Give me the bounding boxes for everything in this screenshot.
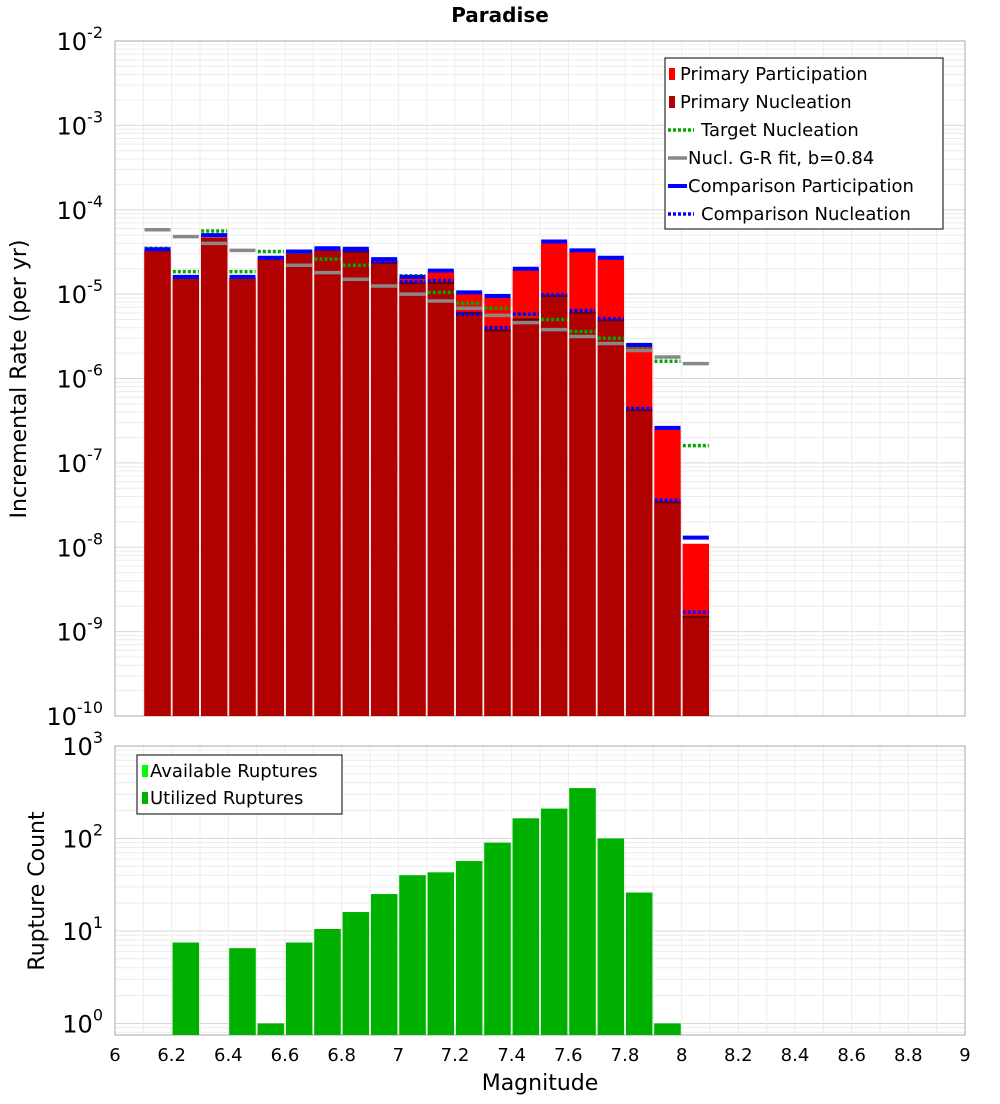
x-tick-label: 8.4: [781, 1045, 810, 1066]
utilized-ruptures-bar: [597, 838, 625, 1035]
x-tick-label: 6.8: [327, 1045, 356, 1066]
x-tick-label: 7.4: [497, 1045, 526, 1066]
legend-swatch-primary-nucleation: [669, 96, 675, 108]
utilized-ruptures-bar: [540, 808, 568, 1035]
primary-nucleation-bar: [455, 312, 483, 716]
utilized-ruptures-bar: [625, 892, 653, 1035]
primary-nucleation-bar: [540, 296, 568, 716]
legend-swatch-primary-participation: [669, 68, 675, 80]
x-tick-label: 7.8: [611, 1045, 640, 1066]
legend-label-target-nucleation: Target Nucleation: [700, 120, 859, 141]
x-tick-label: 6.2: [157, 1045, 186, 1066]
legend-swatch-available-ruptures: [142, 765, 148, 777]
legend-swatch-utilized-ruptures: [142, 792, 148, 804]
bottom-y-tick-label: 100: [62, 1005, 103, 1038]
primary-nucleation-bar: [625, 410, 653, 716]
top-y-tick-label: 10-2: [57, 23, 104, 56]
utilized-ruptures-bar: [257, 1023, 285, 1035]
primary-nucleation-bar: [512, 319, 540, 716]
x-tick-label: 8.2: [724, 1045, 753, 1066]
utilized-ruptures-bar: [342, 912, 370, 1035]
x-tick-label: 8: [676, 1045, 687, 1066]
primary-nucleation-bar: [229, 278, 256, 716]
bottom-plot-frame: [114, 745, 966, 1036]
legend-label-available-ruptures: Available Ruptures: [150, 761, 318, 782]
chart-title: Paradise: [451, 3, 549, 27]
top-y-tick-label: 10-7: [57, 445, 104, 478]
x-axis-label: Magnitude: [482, 1071, 599, 1096]
primary-nucleation-bar: [285, 252, 313, 716]
primary-nucleation-bar: [200, 237, 228, 716]
top-y-axis-label: Incremental Rate (per yr): [7, 240, 32, 519]
bottom-y-tick-label: 102: [62, 820, 103, 853]
primary-nucleation-bar: [597, 320, 625, 716]
utilized-ruptures-bar: [370, 894, 398, 1035]
primary-nucleation-bar: [399, 283, 426, 716]
top-y-tick-label: 10-5: [57, 276, 104, 309]
legend-label-utilized-ruptures: Utilized Ruptures: [150, 788, 303, 809]
primary-nucleation-bar: [682, 616, 710, 716]
primary-nucleation-bar: [427, 283, 455, 716]
legend-label-comparison-nucleation: Comparison Nucleation: [701, 204, 911, 225]
primary-nucleation-bar: [484, 330, 511, 716]
x-tick-label: 6: [109, 1045, 120, 1066]
top-y-tick-label: 10-10: [46, 698, 103, 731]
top-plot-frame: [114, 40, 966, 717]
legend-label-gr-fit: Nucl. G-R fit, b=0.84: [688, 148, 874, 169]
top-y-tick-label: 10-9: [57, 614, 104, 647]
top-y-tick-label: 10-6: [57, 361, 104, 394]
x-tick-label: 7.2: [441, 1045, 470, 1066]
utilized-ruptures-bar: [427, 872, 455, 1035]
utilized-ruptures-bar: [229, 948, 256, 1035]
x-tick-label: 8.8: [894, 1045, 923, 1066]
utilized-ruptures-bar: [314, 929, 341, 1035]
primary-nucleation-bar: [342, 251, 370, 716]
bottom-y-axis-label: Rupture Count: [25, 811, 50, 971]
legend-label-primary-participation: Primary Participation: [680, 64, 868, 85]
x-tick-label: 8.6: [837, 1045, 866, 1066]
utilized-ruptures-bar: [399, 875, 426, 1035]
primary-nucleation-bar: [370, 262, 398, 716]
x-tick-label: 6.6: [271, 1045, 300, 1066]
top-y-tick-label: 10-3: [57, 107, 104, 140]
primary-nucleation-bar: [172, 278, 200, 716]
utilized-ruptures-bar: [654, 1023, 681, 1035]
top-y-tick-label: 10-4: [57, 192, 104, 225]
utilized-ruptures-bar: [569, 788, 596, 1035]
utilized-ruptures-bar: [172, 942, 200, 1035]
utilized-ruptures-bar: [512, 818, 540, 1035]
primary-nucleation-bar: [654, 502, 681, 716]
bottom-y-tick-label: 101: [62, 913, 103, 946]
utilized-ruptures-bar: [455, 861, 483, 1035]
legend-label-comparison-participation: Comparison Participation: [688, 176, 914, 197]
utilized-ruptures-bar: [484, 842, 511, 1035]
legend-label-primary-nucleation: Primary Nucleation: [680, 92, 852, 113]
x-tick-label: 6.4: [214, 1045, 243, 1066]
primary-nucleation-bar: [569, 312, 596, 716]
utilized-ruptures-bar: [285, 942, 313, 1035]
bottom-legend-box: [136, 754, 343, 815]
top-y-tick-label: 10-8: [57, 529, 104, 562]
top-legend-box: [664, 57, 944, 230]
primary-nucleation-bar: [314, 250, 341, 717]
bottom-y-tick-label: 103: [62, 728, 103, 761]
x-tick-label: 7: [393, 1045, 404, 1066]
x-tick-label: 7.6: [554, 1045, 583, 1066]
x-tick-label: 9: [959, 1045, 970, 1066]
primary-nucleation-bar: [257, 259, 285, 716]
primary-nucleation-bar: [144, 250, 171, 717]
